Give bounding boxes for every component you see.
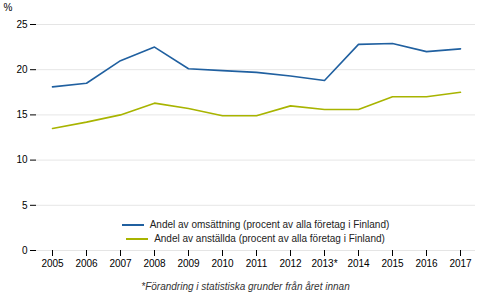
svg-text:2011: 2011 bbox=[246, 258, 268, 269]
svg-text:2008: 2008 bbox=[143, 258, 166, 269]
svg-text:%: % bbox=[4, 2, 13, 13]
svg-text:2012: 2012 bbox=[279, 258, 302, 269]
html-text:Andel av anställda (procent av: Andel av anställda (procent av alla före… bbox=[154, 233, 385, 244]
svg-text:15: 15 bbox=[16, 109, 28, 120]
svg-text:2014: 2014 bbox=[347, 258, 370, 269]
svg-text:2006: 2006 bbox=[75, 258, 98, 269]
svg-text:2017: 2017 bbox=[449, 258, 472, 269]
svg-text:2009: 2009 bbox=[177, 258, 200, 269]
svg-text:20: 20 bbox=[16, 64, 28, 75]
svg-text:2007: 2007 bbox=[109, 258, 132, 269]
svg-text:10: 10 bbox=[16, 154, 28, 165]
svg-text:2005: 2005 bbox=[41, 258, 64, 269]
svg-text:2015: 2015 bbox=[381, 258, 404, 269]
svg-text:2013*: 2013* bbox=[311, 258, 337, 269]
svg-text:0: 0 bbox=[22, 245, 28, 256]
svg-text:2010: 2010 bbox=[211, 258, 234, 269]
html-text:*Förandring i statistiska grun: *Förandring i statistiska grunder från å… bbox=[141, 281, 350, 292]
svg-text:2016: 2016 bbox=[415, 258, 438, 269]
svg-text:25: 25 bbox=[16, 19, 28, 30]
html-text:Andel av omsättning (procent a: Andel av omsättning (procent av alla för… bbox=[149, 219, 390, 230]
svg-text:5: 5 bbox=[22, 200, 28, 211]
